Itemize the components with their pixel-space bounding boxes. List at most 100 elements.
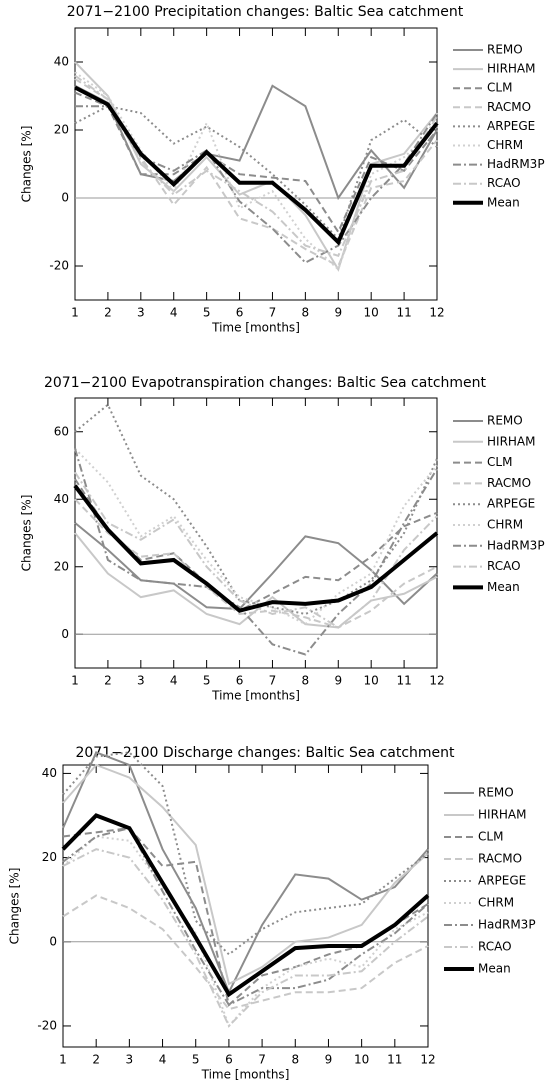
legend-label: CHRM xyxy=(487,138,523,152)
data-line xyxy=(74,522,438,610)
data-line xyxy=(61,813,430,998)
y-tick-label: 60 xyxy=(54,424,69,438)
y-tick-label: 40 xyxy=(54,55,69,69)
y-tick-label: -20 xyxy=(49,259,69,273)
x-tick-label: 5 xyxy=(192,1053,200,1067)
chart-title: 2071−2100 Evapotranspiration changes: Ba… xyxy=(44,375,487,391)
data-line xyxy=(62,835,429,1028)
data-line xyxy=(74,448,438,656)
y-tick-label: 0 xyxy=(61,627,69,641)
x-tick-label: 8 xyxy=(291,1053,299,1067)
x-tick-label: 3 xyxy=(126,1053,134,1067)
data-line xyxy=(62,848,429,1028)
x-tick-label: 5 xyxy=(203,674,211,688)
legend-label: ARPEGE xyxy=(487,497,535,511)
y-tick-label: 0 xyxy=(61,191,69,205)
x-tick-label: 4 xyxy=(170,674,178,688)
y-tick-label: 40 xyxy=(42,766,57,780)
x-tick-label: 1 xyxy=(71,306,79,320)
x-tick-label: 11 xyxy=(396,674,411,688)
x-tick-label: 10 xyxy=(364,306,379,320)
x-tick-label: 2 xyxy=(92,1053,100,1067)
data-line xyxy=(74,84,438,201)
data-line xyxy=(62,826,429,1007)
x-tick-label: 12 xyxy=(420,1053,435,1067)
x-tick-label: 9 xyxy=(325,1053,333,1067)
legend-label: HIRHAM xyxy=(478,808,527,822)
y-tick-label: 40 xyxy=(54,492,69,506)
x-tick-label: 2 xyxy=(104,306,112,320)
x-tick-label: 8 xyxy=(302,306,310,320)
legend-label: RCAO xyxy=(487,559,521,573)
x-tick-label: 3 xyxy=(137,306,145,320)
legend-label: RACMO xyxy=(487,476,531,490)
legend-label: RACMO xyxy=(487,100,531,114)
data-line xyxy=(74,71,438,272)
x-tick-label: 2 xyxy=(104,674,112,688)
x-tick-label: 4 xyxy=(170,306,178,320)
legend-label: CLM xyxy=(487,455,512,469)
x-tick-label: 11 xyxy=(387,1053,402,1067)
plot-frame xyxy=(74,27,438,301)
legend-label: HadRM3P xyxy=(478,918,536,932)
legend-label: HIRHAM xyxy=(487,62,536,76)
legend-label: HadRM3P xyxy=(487,157,545,171)
data-line xyxy=(73,484,439,613)
data-line xyxy=(74,78,438,268)
legend-label: CLM xyxy=(478,830,503,844)
y-axis-label: Changes [%] xyxy=(20,495,34,572)
legend-label: ARPEGE xyxy=(478,874,526,888)
legend-label: HadRM3P xyxy=(487,538,545,552)
y-tick-label: -20 xyxy=(37,1018,57,1032)
x-tick-label: 12 xyxy=(429,306,444,320)
legend-label: RCAO xyxy=(478,940,512,954)
data-line xyxy=(62,763,429,986)
data-line xyxy=(62,751,429,956)
x-axis-label: Time [months] xyxy=(201,1068,290,1082)
plot-frame xyxy=(62,764,429,1048)
x-tick-label: 5 xyxy=(203,306,211,320)
legend-label: RCAO xyxy=(487,176,521,190)
y-tick-label: 20 xyxy=(42,850,57,864)
data-line xyxy=(74,91,438,235)
legend-label: REMO xyxy=(487,414,523,428)
y-tick-label: 20 xyxy=(54,123,69,137)
legend-label: Mean xyxy=(478,962,511,976)
x-tick-label: 11 xyxy=(396,306,411,320)
legend-label: HIRHAM xyxy=(487,434,536,448)
x-tick-label: 6 xyxy=(236,674,244,688)
x-tick-label: 10 xyxy=(354,1053,369,1067)
legend-label: RACMO xyxy=(478,852,522,866)
x-tick-label: 8 xyxy=(302,674,310,688)
y-tick-label: 0 xyxy=(49,934,57,948)
legend-label: Mean xyxy=(487,580,520,594)
data-line xyxy=(74,105,438,241)
x-tick-label: 1 xyxy=(71,674,79,688)
data-line xyxy=(74,74,438,258)
y-axis-label: Changes [%] xyxy=(20,126,34,203)
legend-label: Mean xyxy=(487,195,520,209)
x-tick-label: 3 xyxy=(137,674,145,688)
chart-title: 2071−2100 Discharge changes: Baltic Sea … xyxy=(75,745,455,761)
x-axis-label: Time [months] xyxy=(211,689,300,703)
x-tick-label: 1 xyxy=(59,1053,67,1067)
x-tick-label: 10 xyxy=(364,674,379,688)
legend-label: CHRM xyxy=(487,518,523,532)
x-tick-label: 7 xyxy=(258,1053,266,1067)
data-line xyxy=(74,498,438,629)
x-tick-label: 7 xyxy=(269,306,277,320)
x-tick-label: 4 xyxy=(159,1053,167,1067)
x-tick-label: 6 xyxy=(236,306,244,320)
y-tick-label: 20 xyxy=(54,559,69,573)
x-tick-label: 7 xyxy=(269,674,277,688)
data-line xyxy=(74,61,438,272)
data-line xyxy=(74,447,438,626)
legend-label: CLM xyxy=(487,81,512,95)
data-line xyxy=(62,751,429,995)
chart-title: 2071−2100 Precipitation changes: Baltic … xyxy=(67,4,464,20)
y-axis-label: Changes [%] xyxy=(8,868,22,945)
x-axis-label: Time [months] xyxy=(211,321,300,335)
x-tick-label: 9 xyxy=(334,306,342,320)
legend-label: CHRM xyxy=(478,896,514,910)
